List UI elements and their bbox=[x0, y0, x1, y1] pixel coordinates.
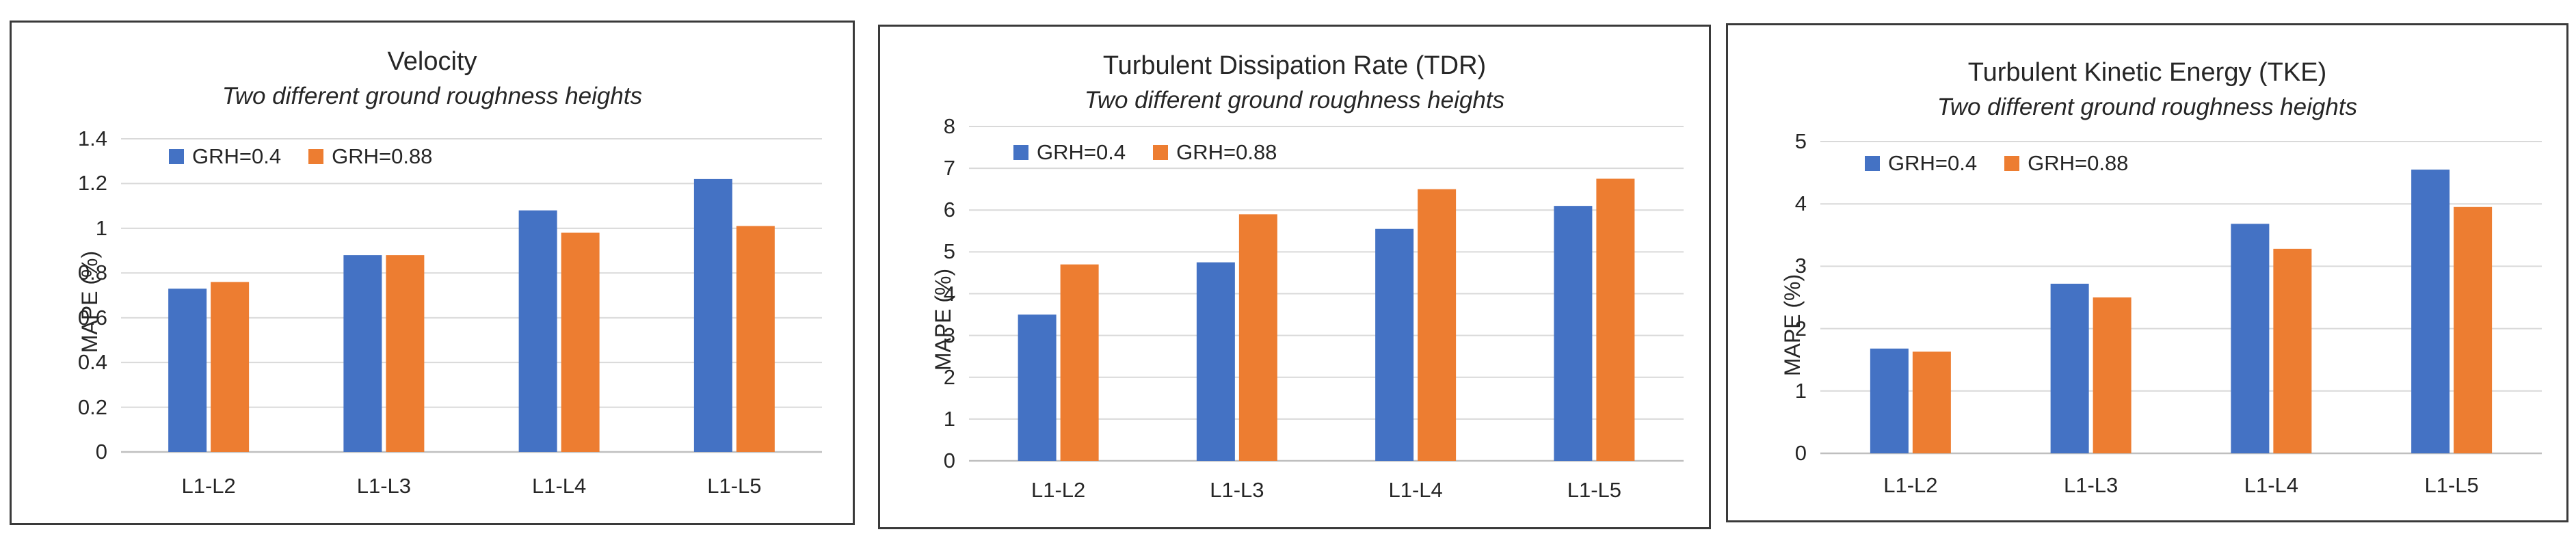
chart-title: Turbulent Dissipation Rate (TDR) bbox=[1102, 51, 1487, 80]
legend-label: GRH=0.4 bbox=[192, 144, 282, 168]
bar-grh088-l1-l4 bbox=[2273, 248, 2312, 453]
x-tick-label: L1-L5 bbox=[707, 474, 762, 498]
bar-grh088-l1-l2 bbox=[211, 282, 250, 452]
legend-swatch-grh04 bbox=[1013, 145, 1028, 160]
y-tick-label: 0 bbox=[943, 449, 955, 472]
bar-grh04-l1-l2 bbox=[1870, 348, 1909, 453]
y-tick-label: 2 bbox=[943, 364, 955, 389]
chart-subtitle: Two different ground roughness heights bbox=[1937, 94, 2358, 120]
legend-item-grh04: GRH=0.4 bbox=[1013, 140, 1126, 165]
x-tick-label: L1-L3 bbox=[356, 474, 412, 498]
y-tick-label: 3 bbox=[943, 323, 955, 347]
bar-grh04-l1-l4 bbox=[2231, 224, 2270, 453]
legend-item-grh04: GRH=0.4 bbox=[1865, 151, 1977, 176]
bar-grh088-l1-l3 bbox=[2093, 297, 2132, 453]
x-tick-label: L1-L4 bbox=[2244, 473, 2299, 497]
x-tick-label: L1-L4 bbox=[1388, 478, 1443, 502]
x-tick-label: L1-L2 bbox=[1031, 478, 1086, 502]
legend-swatch-grh04 bbox=[169, 149, 184, 164]
bar-grh088-l1-l2 bbox=[1060, 264, 1099, 461]
x-tick-label: L1-L3 bbox=[2063, 473, 2119, 497]
chart-subtitle: Two different ground roughness heights bbox=[1084, 87, 1505, 114]
x-tick-label: L1-L2 bbox=[1883, 473, 1938, 497]
bar-grh04-l1-l4 bbox=[1375, 228, 1414, 461]
bar-grh04-l1-l5 bbox=[1554, 206, 1593, 461]
y-tick-label: 0.6 bbox=[77, 305, 107, 330]
y-tick-label: 1.2 bbox=[77, 171, 107, 196]
y-tick-label: 2 bbox=[1794, 316, 1807, 341]
x-tick-label: L1-L5 bbox=[2424, 473, 2479, 497]
y-tick-label: 6 bbox=[943, 198, 955, 222]
chart-title: Turbulent Kinetic Energy (TKE) bbox=[1967, 58, 2327, 87]
legend-swatch-grh088 bbox=[308, 149, 324, 164]
legend-item-grh088: GRH=0.88 bbox=[2004, 151, 2128, 176]
y-tick-label: 1 bbox=[943, 406, 955, 431]
chart-plot-area bbox=[121, 138, 822, 453]
chart-panel-velocity: Velocity Two different ground roughness … bbox=[10, 21, 855, 525]
y-tick-label: 4 bbox=[1794, 191, 1807, 216]
legend-item-grh088: GRH=0.88 bbox=[308, 144, 432, 169]
chart-plot-area bbox=[1820, 141, 2542, 455]
chart-panel-tke: Turbulent Kinetic Energy (TKE) Two diffe… bbox=[1726, 23, 2568, 522]
legend-swatch-grh088 bbox=[1153, 145, 1169, 160]
bar-grh04-l1-l5 bbox=[693, 178, 732, 452]
legend-swatch-grh04 bbox=[1865, 156, 1880, 171]
legend-item-grh04: GRH=0.4 bbox=[169, 144, 281, 169]
bar-grh04-l1-l2 bbox=[168, 289, 207, 452]
y-tick-label: 8 bbox=[943, 114, 955, 138]
bar-grh04-l1-l3 bbox=[343, 255, 382, 452]
bar-grh04-l1-l3 bbox=[1196, 262, 1235, 461]
bar-grh04-l1-l3 bbox=[2050, 283, 2089, 453]
bar-grh04-l1-l2 bbox=[1018, 315, 1057, 461]
legend-label: GRH=0.4 bbox=[1037, 140, 1126, 164]
y-tick-label: 0.4 bbox=[77, 350, 107, 375]
bar-grh088-l1-l5 bbox=[1596, 178, 1635, 461]
y-tick-label: 1 bbox=[95, 215, 107, 240]
legend-swatch-grh088 bbox=[2004, 156, 2020, 171]
chart-legend: GRH=0.4 GRH=0.88 bbox=[1013, 140, 1304, 165]
bar-grh04-l1-l4 bbox=[518, 210, 557, 452]
legend-label: GRH=0.88 bbox=[2028, 151, 2129, 175]
legend-label: GRH=0.88 bbox=[1176, 140, 1277, 164]
legend-item-grh088: GRH=0.88 bbox=[1153, 140, 1277, 165]
chart-title: Velocity bbox=[387, 47, 477, 76]
bar-grh088-l1-l5 bbox=[736, 226, 775, 452]
x-tick-label: L1-L3 bbox=[1210, 478, 1264, 502]
y-tick-label: 5 bbox=[1794, 129, 1807, 153]
chart-plot-area bbox=[969, 126, 1684, 462]
y-tick-label: 3 bbox=[1794, 254, 1807, 278]
bar-grh088-l1-l4 bbox=[561, 232, 600, 452]
x-tick-label: L1-L2 bbox=[181, 474, 236, 498]
bar-grh088-l1-l3 bbox=[386, 255, 425, 452]
y-tick-label: 5 bbox=[943, 239, 955, 264]
chart-subtitle: Two different ground roughness heights bbox=[222, 83, 643, 109]
y-tick-label: 1.4 bbox=[77, 126, 107, 150]
chart-legend: GRH=0.4 GRH=0.88 bbox=[169, 144, 460, 169]
y-tick-label: 0 bbox=[1794, 441, 1807, 465]
y-tick-label: 0.8 bbox=[77, 261, 107, 285]
x-tick-label: L1-L4 bbox=[531, 474, 587, 498]
bar-grh088-l1-l2 bbox=[1912, 351, 1951, 453]
y-tick-label: 7 bbox=[943, 156, 955, 181]
y-tick-label: 4 bbox=[943, 281, 955, 306]
y-tick-label: 1 bbox=[1794, 378, 1807, 403]
chart-legend: GRH=0.4 GRH=0.88 bbox=[1865, 151, 2155, 176]
legend-label: GRH=0.88 bbox=[332, 144, 433, 168]
y-tick-label: 0.2 bbox=[77, 395, 107, 419]
y-tick-label: 0 bbox=[95, 440, 107, 464]
chart-panel-tdr: Turbulent Dissipation Rate (TDR) Two dif… bbox=[878, 25, 1711, 529]
bar-grh088-l1-l5 bbox=[2454, 206, 2493, 453]
legend-label: GRH=0.4 bbox=[1888, 151, 1978, 175]
x-tick-label: L1-L5 bbox=[1567, 478, 1622, 502]
bar-grh088-l1-l3 bbox=[1238, 214, 1277, 461]
bar-grh088-l1-l4 bbox=[1418, 189, 1457, 461]
bar-grh04-l1-l5 bbox=[2411, 170, 2450, 454]
